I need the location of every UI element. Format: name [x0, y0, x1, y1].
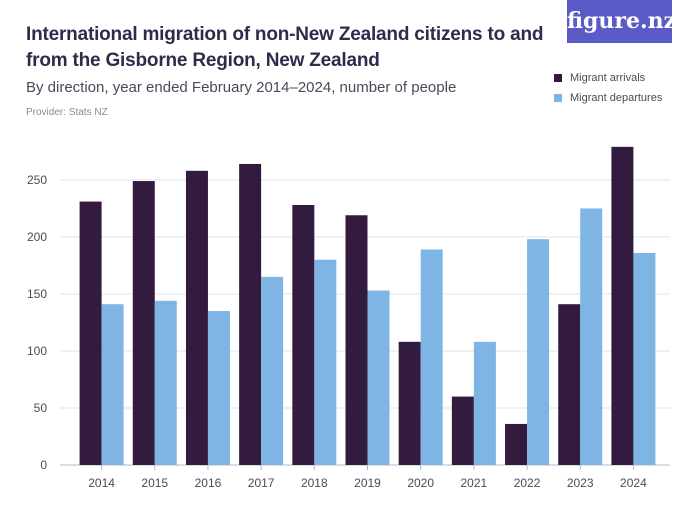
figure-nz-logo[interactable]: figure.nz — [567, 0, 676, 43]
bar-arrivals — [292, 205, 315, 465]
bar-arrivals — [345, 215, 368, 465]
bar-arrivals — [239, 163, 262, 465]
x-tick-label: 2017 — [248, 476, 275, 490]
bar-arrivals — [611, 146, 634, 465]
chart-subtitle: By direction, year ended February 2014–2… — [26, 79, 457, 96]
bar-departures — [314, 259, 337, 465]
chart-title: International migration of non-New Zeala… — [26, 24, 544, 71]
x-tick-label: 2020 — [407, 476, 434, 490]
y-tick-label: 150 — [27, 287, 47, 301]
x-tick-label: 2021 — [461, 476, 488, 490]
x-tick-label: 2019 — [354, 476, 381, 490]
bar-departures — [261, 276, 284, 465]
bar-departures — [420, 249, 443, 465]
bar-departures — [527, 239, 550, 465]
bar-departures — [207, 311, 230, 465]
y-tick-label: 250 — [27, 173, 47, 187]
x-tick-label: 2024 — [620, 476, 647, 490]
legend-item-departures: Migrant departures — [554, 88, 662, 108]
legend-swatch-arrivals — [554, 74, 562, 82]
y-tick-label: 50 — [34, 401, 48, 415]
x-tick-label: 2015 — [141, 476, 168, 490]
bar-arrivals — [505, 423, 528, 465]
x-tick-label: 2023 — [567, 476, 594, 490]
y-tick-label: 0 — [40, 458, 47, 472]
y-tick-label: 100 — [27, 344, 47, 358]
x-tick-label: 2018 — [301, 476, 328, 490]
bar-arrivals — [451, 396, 474, 465]
bar-departures — [154, 300, 177, 465]
bar-departures — [101, 304, 124, 465]
provider-label: Provider: Stats NZ — [26, 107, 108, 118]
bar-departures — [633, 252, 656, 465]
legend-label-arrivals: Migrant arrivals — [570, 72, 646, 84]
x-tick-label: 2016 — [195, 476, 222, 490]
legend-item-arrivals: Migrant arrivals — [554, 68, 662, 88]
x-tick-label: 2014 — [88, 476, 115, 490]
x-tick-label: 2022 — [514, 476, 541, 490]
bar-arrivals — [132, 181, 155, 466]
y-tick-label: 200 — [27, 230, 47, 244]
bar-arrivals — [185, 170, 208, 465]
legend-swatch-departures — [554, 94, 562, 102]
bar-departures — [367, 290, 390, 465]
legend: Migrant arrivals Migrant departures — [554, 68, 662, 108]
bar-arrivals — [79, 201, 102, 465]
legend-label-departures: Migrant departures — [570, 92, 663, 104]
bar-arrivals — [558, 304, 581, 465]
bar-departures — [580, 208, 603, 465]
bar-departures — [473, 341, 496, 465]
bar-arrivals — [398, 341, 421, 465]
